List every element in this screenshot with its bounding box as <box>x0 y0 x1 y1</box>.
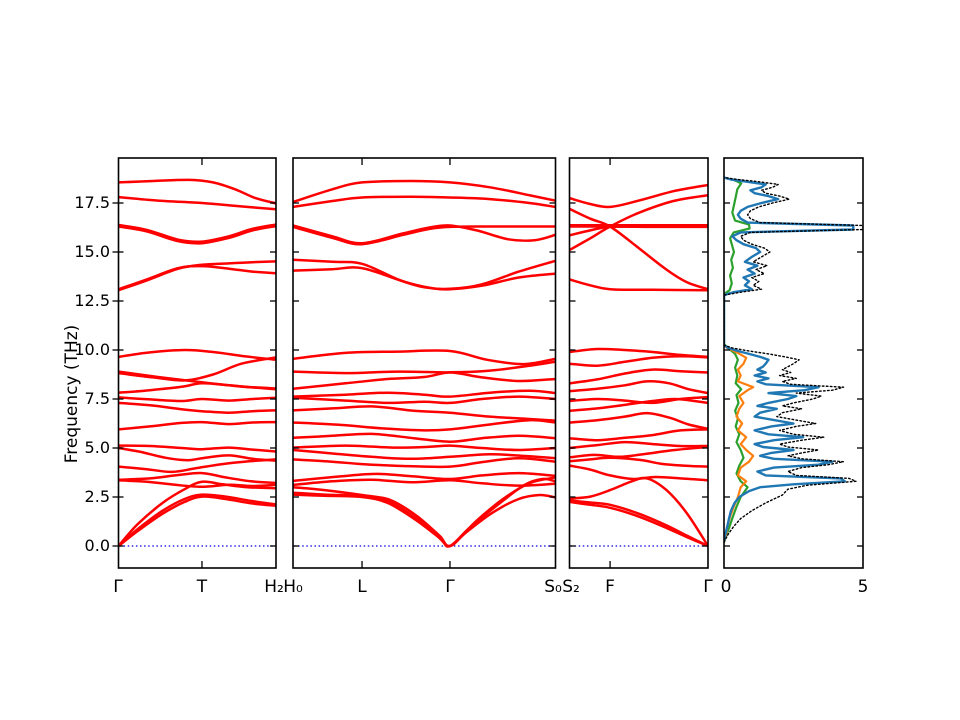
y-tick-label: 5.0 <box>84 438 110 457</box>
k-point-label: T <box>196 577 208 597</box>
k-point-label: F <box>605 577 615 597</box>
band-panel-1 <box>112 157 277 569</box>
phonon-band <box>293 456 556 469</box>
phonon-band <box>293 389 556 398</box>
phonon-band <box>569 397 708 413</box>
k-point-label: Γ <box>445 577 455 597</box>
phonon-band <box>293 224 556 245</box>
dos-x-tick-label: 0 <box>720 577 732 597</box>
phonon-band <box>118 493 276 548</box>
band-panel-3 <box>568 157 709 569</box>
phonon-band <box>118 264 276 291</box>
y-tick-label: 17.5 <box>74 193 110 212</box>
phonon-band <box>569 225 708 237</box>
phonon-band <box>569 183 708 209</box>
phonon-band <box>118 479 276 489</box>
dos-panel <box>723 157 864 569</box>
panel-frame <box>723 157 864 569</box>
phonon-band <box>118 348 276 362</box>
band-panel-2 <box>292 157 557 569</box>
k-point-label: H₂ <box>264 577 284 597</box>
phonon-band <box>118 471 276 485</box>
k-point-label: L <box>357 577 367 597</box>
k-point-label: Γ <box>703 577 713 597</box>
phonon-band <box>293 476 556 548</box>
phonon-band <box>569 428 708 442</box>
dos-x-tick-label: 5 <box>857 577 869 597</box>
y-tick-label: 12.5 <box>74 291 110 310</box>
phonon-band <box>293 360 556 375</box>
phonon-band <box>569 499 708 548</box>
phonon-band <box>569 380 708 395</box>
y-tick-label: 10.0 <box>74 340 110 359</box>
phonon-band <box>569 278 708 292</box>
phonon-band <box>569 445 708 459</box>
phonon-band <box>118 370 276 391</box>
phonon-band <box>569 207 708 291</box>
y-tick-label: 7.5 <box>84 389 110 408</box>
phonon-band <box>118 458 276 474</box>
y-tick-label: 2.5 <box>84 487 110 506</box>
phonon-band <box>569 193 708 252</box>
phonon-band <box>569 456 708 468</box>
phonon-band <box>569 440 708 450</box>
k-point-label: H₀ <box>283 577 303 597</box>
phonon-band <box>569 368 708 385</box>
k-point-label: S₂ <box>562 577 580 597</box>
phonon-band <box>118 495 276 548</box>
phonon-band <box>569 347 708 359</box>
phonon-band <box>293 478 556 487</box>
phonon-band <box>569 395 708 405</box>
phonon-band <box>118 396 276 403</box>
phonon-band <box>118 195 276 211</box>
total-dos-dotted-curve <box>724 176 863 543</box>
phonon-band <box>118 178 276 205</box>
panel-frame <box>117 157 277 569</box>
phonon-band <box>293 444 556 452</box>
phonon-band <box>569 355 708 367</box>
pdos-blue-curve <box>724 176 855 544</box>
phonon-band <box>569 500 708 548</box>
phonon-band <box>293 395 556 405</box>
phonon-band <box>293 258 556 291</box>
phonon-band <box>293 405 556 422</box>
phonon-band <box>118 401 276 414</box>
phonon-band <box>118 356 276 382</box>
phonon-band <box>293 179 556 204</box>
phonon-band <box>293 448 556 461</box>
phonon-band <box>293 195 556 209</box>
phonon-band <box>293 471 556 483</box>
phonon-band <box>118 224 276 245</box>
phonon-band <box>118 420 276 431</box>
k-point-label: Γ <box>113 577 123 597</box>
phonon-band <box>293 266 556 291</box>
phonon-band <box>118 444 276 453</box>
phonon-band <box>118 223 276 244</box>
phonon-band <box>293 225 556 246</box>
phonon-band <box>569 464 708 482</box>
pdos-orange-curve <box>724 344 755 544</box>
y-tick-label: 15.0 <box>74 242 110 261</box>
phonon-band <box>293 432 556 443</box>
phonon-band <box>293 349 556 366</box>
phonon-band <box>293 418 556 432</box>
panel-frame <box>568 157 709 569</box>
y-tick-label: 0.0 <box>84 536 110 555</box>
phonon-band <box>569 411 708 431</box>
phonon-band <box>118 446 276 462</box>
phonon-band <box>293 371 556 391</box>
panel-frame <box>292 157 557 569</box>
phonon-band <box>118 480 276 548</box>
k-point-label: S₀ <box>544 577 562 597</box>
